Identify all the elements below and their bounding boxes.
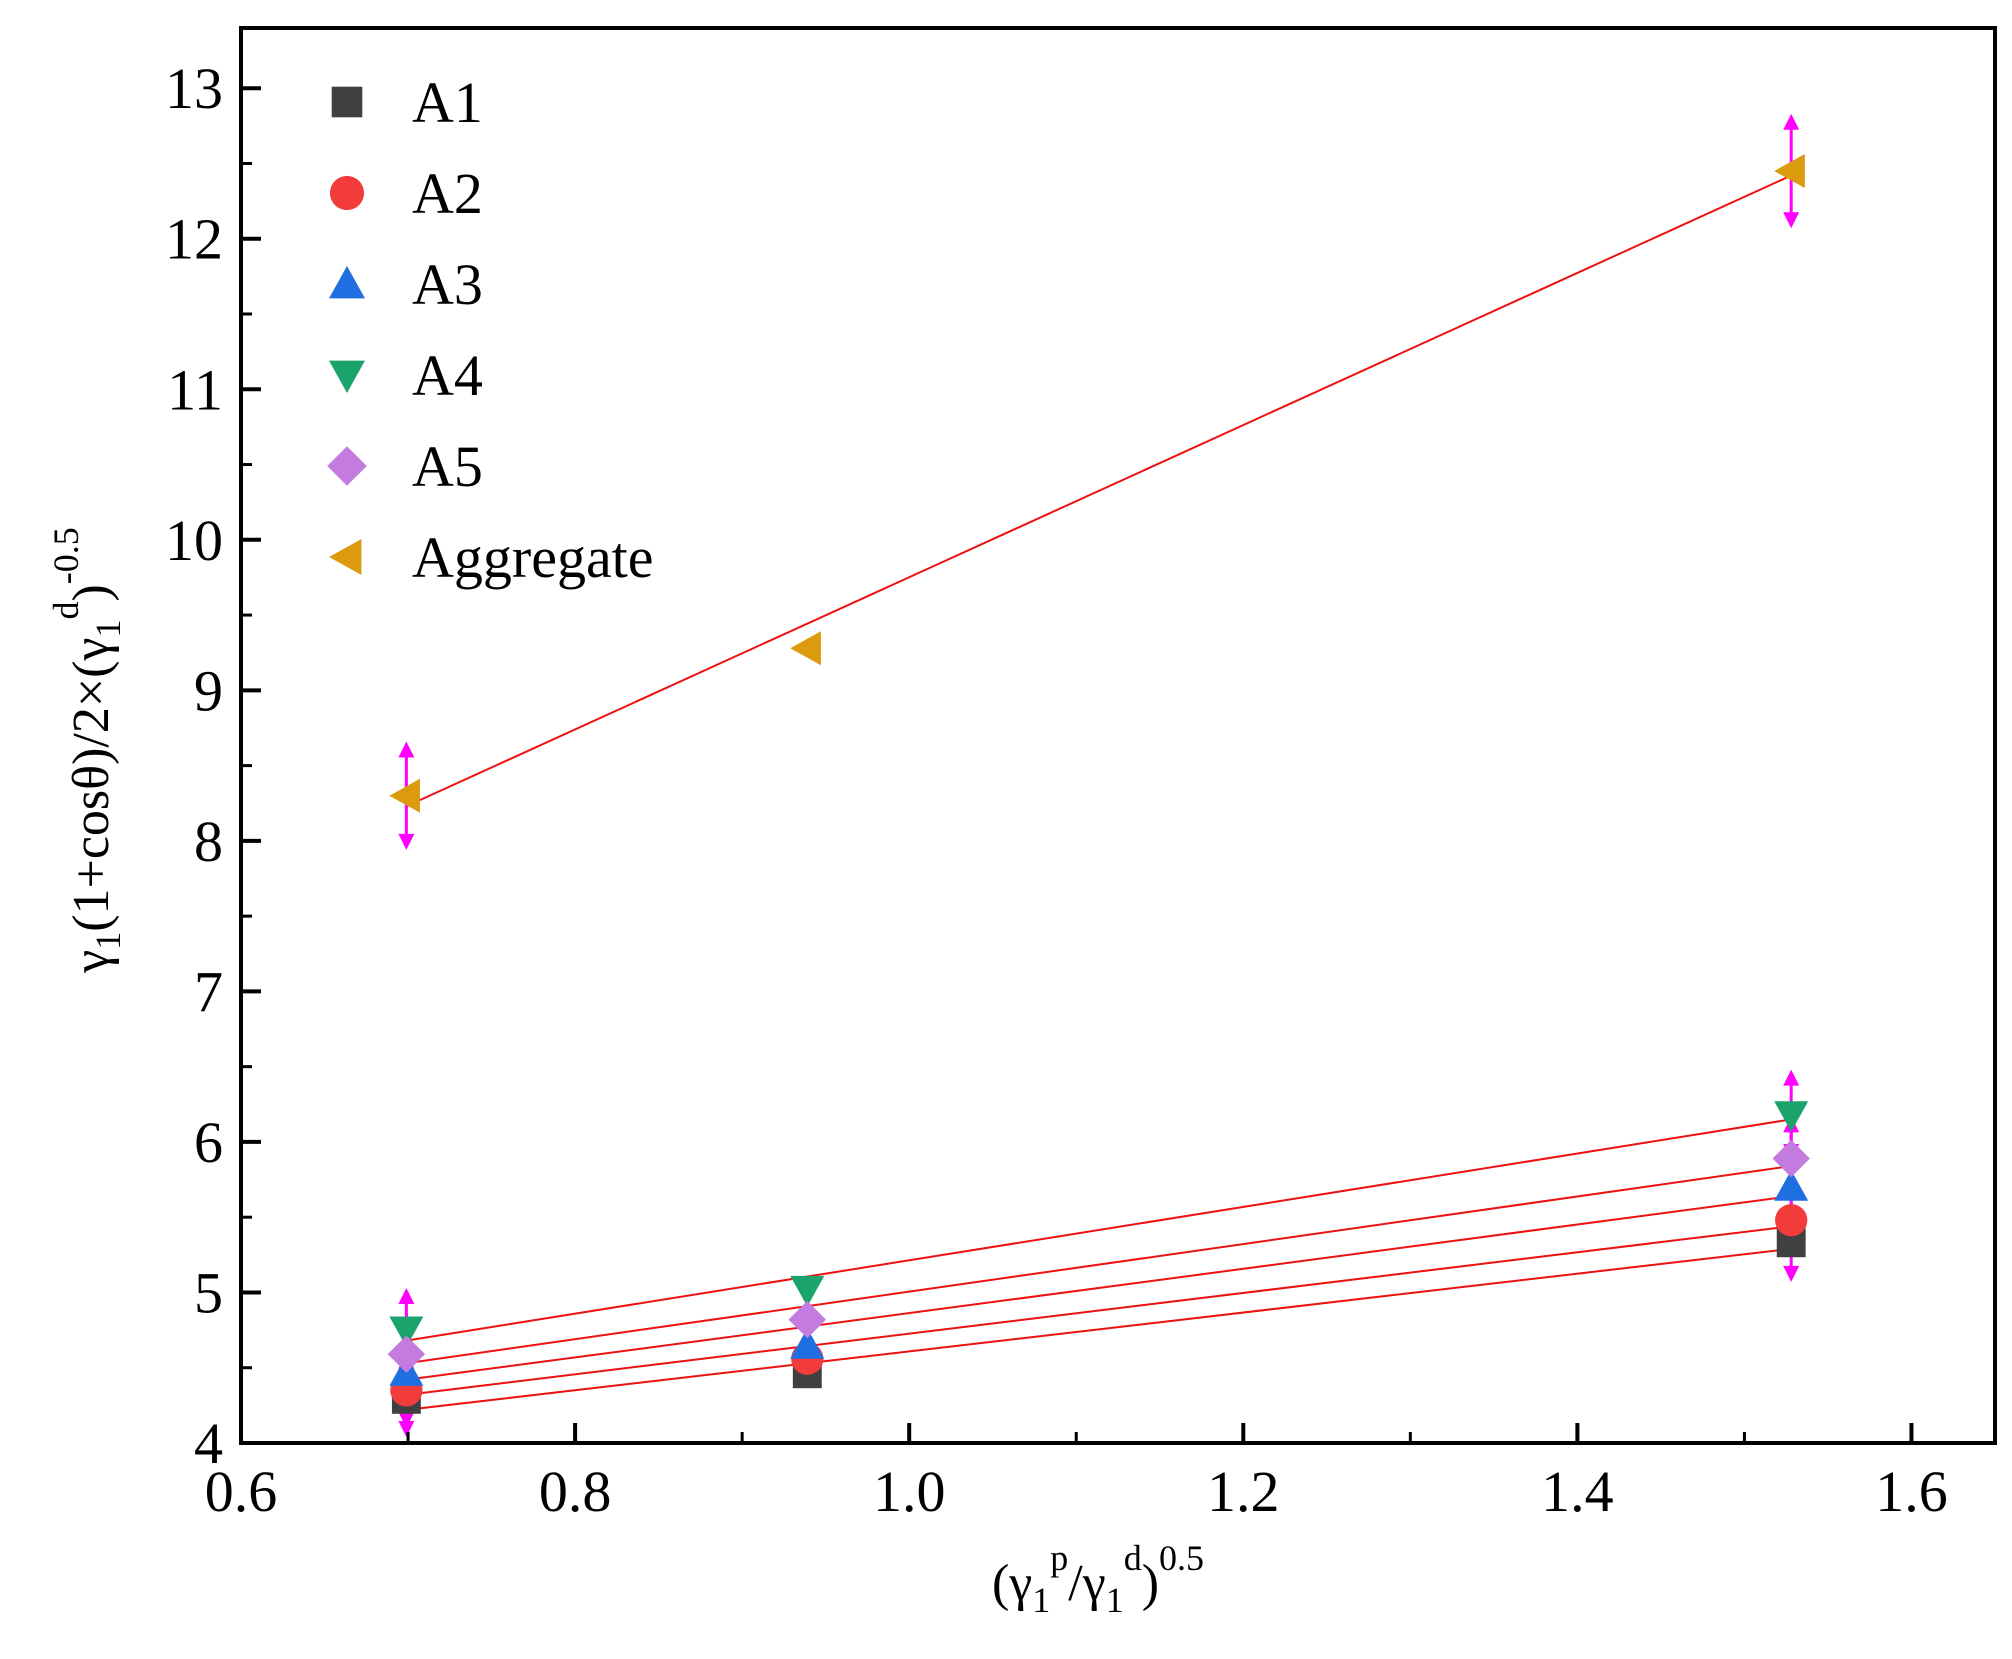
- point-a4: [790, 1275, 825, 1307]
- fit-line-a2: [406, 1225, 1792, 1396]
- error-bar-cap-bottom: [1783, 212, 1800, 229]
- legend-marker-aggregate: [329, 539, 362, 575]
- point-a4: [1774, 1101, 1809, 1132]
- axis-tick-labels: 0.6 0.8 1.0 1.2 1.4 1.6 4 5 6 7 8 9 10 11 12 13: [165, 56, 1948, 1524]
- error-bar-cap-bottom: [398, 833, 415, 850]
- fit-line-a4: [406, 1118, 1792, 1342]
- legend-marker-a5: [327, 446, 367, 486]
- legend-label: Aggregate: [412, 525, 654, 590]
- error-bar-cap-top: [1783, 1069, 1800, 1086]
- legend-marker-a3: [329, 266, 365, 299]
- error-bar-cap-bottom: [398, 1420, 415, 1437]
- legend-label: A5: [412, 434, 483, 499]
- error-bar-cap-top: [398, 741, 415, 758]
- y-tick-label: 13: [165, 56, 223, 121]
- axis-ticks: [239, 86, 1914, 1445]
- error-bar-cap-top: [1783, 113, 1800, 130]
- point-a5: [387, 1335, 426, 1373]
- legend-item-a1: A1: [331, 70, 483, 135]
- y-tick-label: 8: [194, 809, 223, 874]
- y-tick-label: 12: [165, 207, 223, 272]
- y-tick-label: 5: [194, 1260, 223, 1325]
- y-tick-label: 11: [167, 357, 223, 422]
- fit-line-a5: [406, 1165, 1792, 1365]
- error-bar-cap-bottom: [1783, 1265, 1800, 1282]
- legend-item-a4: A4: [329, 343, 483, 408]
- data-points: [387, 154, 1810, 1414]
- x-tick-label: 1.6: [1875, 1459, 1948, 1524]
- x-tick-label: 1.2: [1207, 1459, 1280, 1524]
- legend-label: A4: [412, 343, 483, 408]
- point-a3: [1774, 1170, 1809, 1201]
- legend-item-a3: A3: [329, 252, 483, 317]
- x-tick-label: 1.0: [873, 1459, 946, 1524]
- y-tick-label: 10: [165, 508, 223, 573]
- fit-line-a3: [406, 1195, 1792, 1381]
- x-tick-label: 0.6: [205, 1459, 278, 1524]
- error-bar-cap-top: [398, 1287, 415, 1304]
- fit-line-a1: [406, 1247, 1792, 1411]
- fit-lines: [405, 174, 1792, 1411]
- y-tick-label: 6: [194, 1110, 223, 1175]
- point-a5: [788, 1300, 826, 1339]
- legend-marker-a4: [329, 360, 365, 393]
- point-aggregate: [1774, 154, 1805, 189]
- error-bars: [398, 113, 1800, 1437]
- x-tick-label: 1.4: [1541, 1459, 1614, 1524]
- y-axis-title: γ1(1+cosθ)/2×(γ1d)-0.5: [46, 527, 128, 974]
- legend-marker-a2: [329, 175, 365, 211]
- legend-label: A2: [412, 161, 483, 226]
- plot-area-frame: [239, 26, 1997, 1445]
- legend-item-a5: A5: [327, 434, 483, 499]
- point-aggregate: [389, 778, 420, 813]
- fit-line-aggregate: [405, 174, 1792, 808]
- legend-marker-a1: [331, 86, 363, 118]
- legend-label: A1: [412, 70, 483, 135]
- legend: A1 A2 A3 A4 A5 Aggregate: [327, 70, 654, 590]
- legend-label: A3: [412, 252, 483, 317]
- point-aggregate: [790, 631, 821, 666]
- point-a5: [1772, 1139, 1810, 1178]
- point-a3: [790, 1328, 825, 1359]
- legend-item-a2: A2: [329, 161, 483, 226]
- error-bar-cap-bottom: [398, 1411, 415, 1428]
- point-a4: [389, 1316, 424, 1348]
- x-tick-label: 0.8: [539, 1459, 612, 1524]
- point-a2: [1775, 1204, 1808, 1237]
- y-tick-label: 4: [194, 1411, 223, 1476]
- legend-item-aggregate: Aggregate: [329, 525, 654, 590]
- x-axis-title: (γ1p/γ1d)0.5: [992, 1538, 1204, 1620]
- y-tick-label: 9: [194, 658, 223, 723]
- y-tick-label: 7: [194, 959, 223, 1024]
